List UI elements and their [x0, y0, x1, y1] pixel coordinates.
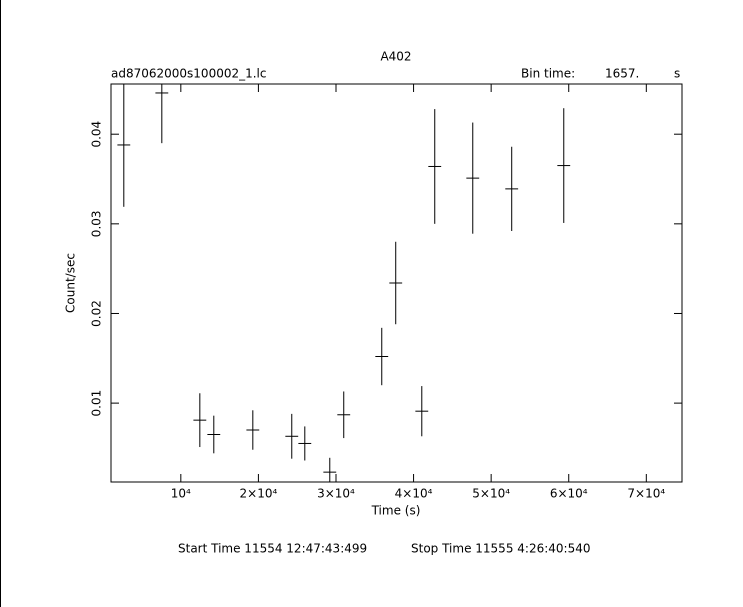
y-tick-label: 0.01	[90, 390, 104, 417]
x-tick-label: 2×10⁴	[240, 487, 278, 501]
bin-time-unit: s	[674, 67, 680, 81]
x-axis-label: Time (s)	[371, 504, 421, 518]
plot-frame	[110, 83, 683, 483]
subtitle: ad87062000s100002_1.lc	[111, 67, 267, 81]
y-axis-label: Count/sec	[64, 253, 78, 313]
plot-marks	[117, 84, 571, 482]
x-tick-label: 10⁴	[171, 487, 191, 501]
y-tick-label: 0.02	[90, 300, 104, 327]
bin-time-label: Bin time:	[521, 67, 575, 81]
y-tick-label: 0.04	[90, 121, 104, 148]
x-tick-label: 6×10⁴	[550, 487, 588, 501]
bin-time: 1657.	[605, 67, 639, 81]
y-tick-label: 0.03	[90, 210, 104, 237]
footer-start: Start Time 11554 12:47:43:499	[178, 542, 367, 556]
x-tick-label: 3×10⁴	[317, 487, 355, 501]
chart-title: A402	[380, 50, 411, 64]
x-tick-label: 5×10⁴	[472, 487, 510, 501]
x-tick-label: 7×10⁴	[627, 487, 665, 501]
footer-stop: Stop Time 11555 4:26:40:540	[411, 542, 590, 556]
x-tick-label: 4×10⁴	[395, 487, 433, 501]
